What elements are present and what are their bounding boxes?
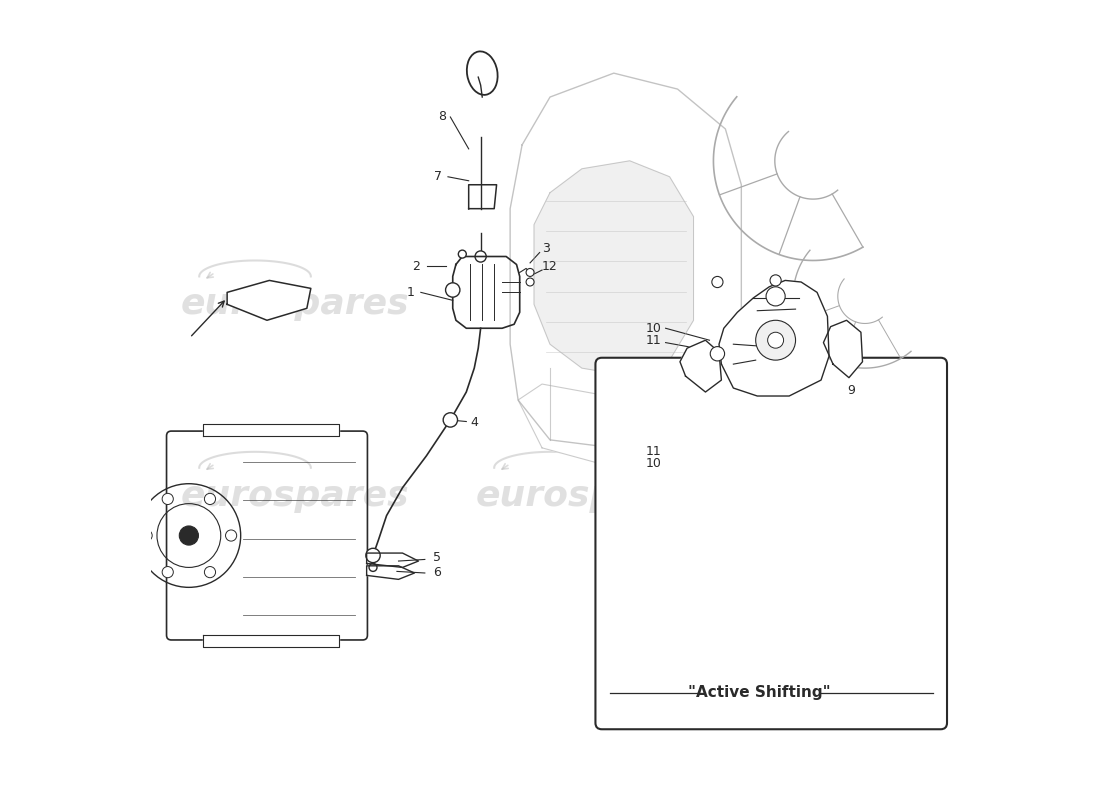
Circle shape: [366, 548, 381, 562]
Circle shape: [226, 530, 236, 541]
Polygon shape: [366, 566, 415, 579]
Text: 11: 11: [646, 446, 661, 458]
Polygon shape: [824, 320, 862, 378]
Text: 10: 10: [646, 322, 661, 334]
Polygon shape: [366, 553, 418, 567]
Polygon shape: [535, 161, 693, 376]
Circle shape: [443, 413, 458, 427]
Circle shape: [459, 250, 466, 258]
Circle shape: [475, 251, 486, 262]
Circle shape: [770, 275, 781, 286]
Text: eurospares: eurospares: [180, 478, 409, 513]
Text: 10: 10: [646, 458, 661, 470]
Circle shape: [526, 269, 535, 277]
Circle shape: [711, 346, 725, 361]
Polygon shape: [227, 281, 311, 320]
Circle shape: [205, 566, 216, 578]
Text: eurospares: eurospares: [475, 478, 704, 513]
Circle shape: [768, 332, 783, 348]
Text: 3: 3: [542, 242, 550, 255]
Polygon shape: [204, 635, 339, 647]
Polygon shape: [719, 281, 829, 396]
Polygon shape: [510, 73, 741, 448]
Circle shape: [368, 563, 377, 571]
Polygon shape: [469, 185, 496, 209]
Polygon shape: [518, 384, 734, 472]
Circle shape: [712, 277, 723, 287]
Text: "Active Shifting": "Active Shifting": [688, 685, 830, 700]
Text: eurospares: eurospares: [180, 287, 409, 322]
Circle shape: [766, 286, 785, 306]
Circle shape: [162, 494, 174, 505]
Text: 9: 9: [847, 384, 856, 397]
Circle shape: [205, 494, 216, 505]
Text: 7: 7: [434, 170, 442, 183]
Text: 8: 8: [439, 110, 447, 123]
Text: 6: 6: [433, 566, 441, 579]
FancyBboxPatch shape: [595, 358, 947, 730]
Circle shape: [756, 320, 795, 360]
Polygon shape: [680, 340, 722, 392]
Circle shape: [446, 283, 460, 297]
Text: 1: 1: [407, 286, 415, 299]
Text: eurospares: eurospares: [475, 287, 704, 322]
Text: 12: 12: [542, 259, 558, 273]
Text: 2: 2: [412, 259, 420, 273]
Circle shape: [141, 530, 152, 541]
Text: 4: 4: [471, 416, 478, 429]
Polygon shape: [453, 257, 519, 328]
Circle shape: [162, 566, 174, 578]
Text: 11: 11: [646, 334, 661, 346]
Circle shape: [526, 278, 535, 286]
Circle shape: [179, 526, 198, 545]
Text: 5: 5: [432, 551, 441, 564]
Polygon shape: [204, 424, 339, 436]
